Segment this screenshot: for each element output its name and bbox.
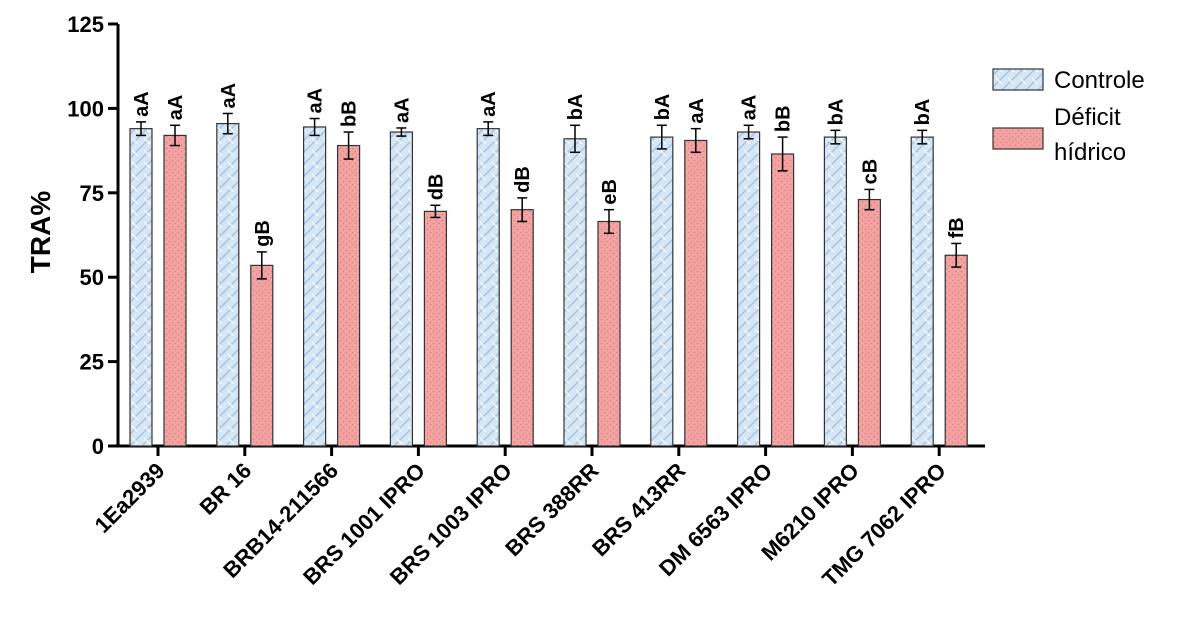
- legend-swatch-controle: [992, 68, 1044, 91]
- y-tick-label: 125: [67, 12, 104, 37]
- error-bar: [170, 124, 180, 147]
- data-label: bA: [825, 99, 847, 126]
- data-label: aA: [131, 91, 153, 117]
- y-tick-label: 100: [67, 96, 104, 121]
- bar-deficit-hidrico: [423, 210, 447, 447]
- y-tick-label: 75: [80, 181, 104, 206]
- data-label: aA: [739, 95, 761, 121]
- error-bar: [136, 121, 146, 137]
- x-tick-label: 1Ea2939: [90, 458, 170, 538]
- bar-controle: [823, 136, 848, 447]
- bar-deficit-hidrico: [163, 134, 187, 447]
- error-bar: [777, 136, 788, 172]
- error-bar: [604, 208, 614, 235]
- data-label: bA: [912, 99, 934, 126]
- error-bar: [743, 124, 754, 140]
- error-bar: [483, 121, 494, 137]
- data-label: aA: [305, 88, 327, 114]
- bar-controle: [650, 136, 674, 447]
- bar-deficit-hidrico: [510, 209, 534, 447]
- error-bar: [256, 251, 267, 280]
- error-bar: [830, 129, 841, 145]
- bar-deficit-hidrico: [944, 254, 968, 447]
- error-bar: [309, 117, 320, 137]
- bar-controle: [303, 126, 327, 447]
- legend-label-controle: Controle: [1054, 67, 1145, 94]
- bar-deficit-hidrico: [684, 139, 708, 447]
- x-tick-label: BR 16: [195, 458, 257, 520]
- bar-controle: [736, 131, 761, 447]
- bar-deficit-hidrico: [770, 153, 795, 447]
- legend: Controle Déficit hídrico: [992, 67, 1145, 166]
- data-label: dB: [425, 174, 447, 201]
- error-bar: [343, 131, 354, 160]
- data-label: cB: [859, 159, 881, 185]
- error-bar: [517, 197, 528, 223]
- data-label: dB: [512, 166, 534, 193]
- error-bar: [951, 242, 962, 268]
- bar-deficit-hidrico: [597, 220, 621, 447]
- data-label: bA: [652, 94, 674, 121]
- data-label: aA: [165, 95, 187, 121]
- error-bar: [430, 204, 441, 219]
- bar-deficit-hidrico: [337, 144, 361, 447]
- error-bar: [656, 124, 667, 150]
- y-tick-label: 0: [92, 434, 104, 459]
- error-bar: [917, 129, 928, 145]
- data-label: aA: [686, 98, 708, 124]
- error-bar: [222, 112, 233, 135]
- bar-deficit-hidrico: [857, 198, 882, 447]
- bar-controle: [129, 128, 153, 447]
- data-label: bB: [773, 105, 795, 132]
- data-label: eB: [599, 179, 621, 205]
- error-bar: [690, 127, 701, 154]
- data-label: bB: [339, 100, 361, 127]
- legend-swatch-deficit-hidrico: [992, 127, 1044, 150]
- data-label: bA: [565, 94, 587, 121]
- error-bar: [864, 188, 875, 211]
- bar-controle: [910, 136, 934, 447]
- bar-controle: [476, 128, 500, 447]
- legend-label-deficit-hidrico: Déficit hídrico: [1054, 104, 1126, 166]
- data-label: aA: [218, 83, 240, 109]
- y-tick-label: 25: [80, 350, 104, 375]
- data-label: fB: [946, 217, 968, 238]
- y-axis-label: TRA%: [25, 191, 56, 274]
- bar-controle: [389, 131, 413, 447]
- data-label: gB: [252, 220, 274, 247]
- axes: [116, 24, 985, 448]
- bar-deficit-hidrico: [250, 264, 274, 447]
- data-label: aA: [391, 97, 413, 123]
- y-tick-label: 50: [80, 265, 104, 290]
- y-ticks: 0 25 50 75 100 125: [67, 12, 118, 459]
- error-bar: [396, 127, 407, 137]
- bars: aA aA aA aA aA bA bA aA bA bA aA gB bB dB dB eB aA bB cB fB: [129, 83, 968, 447]
- data-label: aA: [478, 91, 500, 117]
- bar-controle: [216, 122, 240, 447]
- error-bar: [570, 124, 580, 154]
- bar-controle: [563, 138, 587, 447]
